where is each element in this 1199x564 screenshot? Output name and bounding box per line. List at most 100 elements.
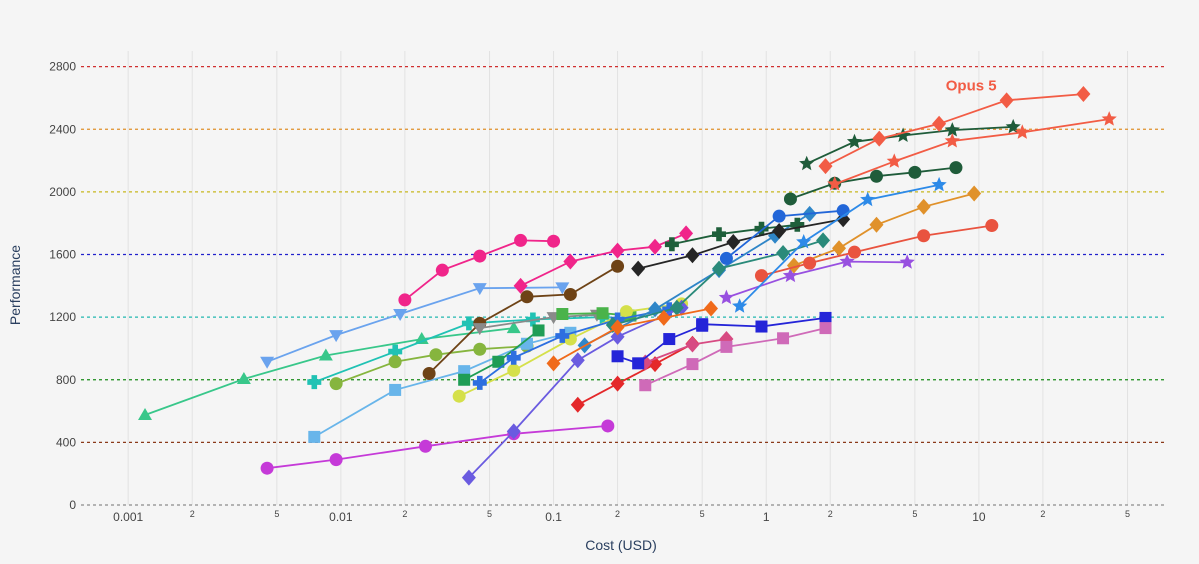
series-10	[458, 324, 545, 386]
data-point-circle	[547, 234, 561, 248]
data-point-diamond	[610, 328, 625, 345]
series-3	[260, 282, 570, 369]
x-tick-label: 5	[912, 509, 917, 519]
data-point-square	[755, 320, 768, 333]
data-point-cross	[754, 221, 769, 236]
x-tick-label: 0.1	[545, 510, 562, 524]
data-point-circle	[917, 229, 931, 243]
data-point-triangle-down	[472, 283, 487, 296]
data-point-circle	[908, 165, 922, 179]
data-point-diamond	[461, 469, 476, 486]
data-point-diamond	[786, 257, 801, 274]
data-point-diamond	[999, 92, 1014, 109]
data-point-square	[632, 357, 645, 370]
data-point-cross	[506, 350, 521, 365]
y-axis-title: Performance	[7, 245, 23, 325]
data-point-star	[718, 289, 734, 304]
x-tick-label: 2	[190, 509, 195, 519]
data-point-circle	[507, 363, 521, 377]
x-tick-label: 5	[700, 509, 705, 519]
series-19	[546, 300, 718, 372]
data-point-star	[846, 133, 863, 149]
data-point-diamond	[967, 185, 982, 202]
data-point-diamond	[932, 115, 947, 132]
x-gridlines	[127, 51, 1129, 505]
data-point-circle	[329, 377, 343, 391]
data-point-circle	[985, 219, 999, 233]
data-point-star	[799, 155, 815, 171]
data-point-diamond	[816, 232, 831, 249]
data-point-cross	[664, 237, 679, 252]
y-tick-label: 0	[69, 498, 76, 512]
data-point-circle	[473, 249, 487, 263]
data-point-diamond	[570, 396, 585, 413]
data-point-circle	[473, 342, 487, 356]
data-point-triangle-down	[472, 323, 487, 336]
data-point-square	[556, 308, 569, 321]
data-point-diamond	[506, 423, 521, 440]
series-12	[452, 297, 689, 403]
series-1	[260, 419, 615, 475]
series-2	[138, 321, 521, 420]
data-point-star	[1101, 111, 1117, 126]
data-point-square	[696, 318, 709, 331]
data-point-diamond	[869, 216, 884, 233]
data-point-circle	[847, 245, 861, 259]
series-8	[422, 259, 625, 380]
data-point-diamond	[610, 375, 625, 392]
data-point-circle	[452, 389, 466, 403]
series-34	[827, 111, 1117, 191]
data-point-cross	[712, 227, 726, 242]
data-point-diamond	[513, 277, 528, 294]
data-point-diamond	[631, 260, 646, 277]
data-point-circle	[719, 251, 733, 265]
data-point-star	[796, 234, 812, 249]
data-point-triangle-up	[138, 407, 153, 420]
data-point-diamond	[610, 319, 625, 336]
data-point-star	[944, 133, 960, 148]
data-point-star	[839, 253, 855, 268]
series-21	[696, 311, 832, 333]
data-point-diamond	[570, 352, 585, 369]
x-tick-label: 2	[1040, 509, 1045, 519]
x-tick-label: 2	[615, 509, 620, 519]
data-point-circle	[869, 169, 883, 183]
data-point-triangle-down	[555, 282, 570, 295]
data-point-diamond	[776, 244, 791, 261]
data-point-circle	[563, 287, 577, 301]
data-point-circle	[601, 419, 615, 433]
data-point-square	[611, 350, 624, 363]
data-point-triangle-up	[506, 321, 521, 334]
data-point-diamond	[916, 198, 931, 215]
data-point-cross	[461, 316, 476, 331]
data-point-star	[931, 176, 947, 192]
data-point-square	[596, 307, 609, 320]
x-tick-label: 5	[1125, 509, 1130, 519]
data-point-circle	[520, 290, 534, 304]
data-point-diamond	[563, 253, 578, 270]
series-30	[732, 176, 947, 313]
data-point-square	[532, 324, 545, 337]
data-point-diamond	[656, 309, 671, 326]
data-point-triangle-down	[329, 330, 344, 343]
data-point-circle	[611, 259, 625, 273]
data-point-circle	[398, 293, 412, 307]
data-point-square	[720, 340, 733, 353]
data-point-diamond	[1076, 86, 1091, 103]
data-point-diamond	[832, 240, 847, 257]
series-23	[718, 253, 915, 304]
data-point-diamond	[703, 300, 718, 317]
series-4	[398, 233, 561, 307]
data-point-circle	[422, 366, 436, 380]
series-line	[738, 184, 940, 307]
data-point-cross	[555, 328, 570, 343]
series-6	[329, 339, 534, 391]
data-point-square	[663, 333, 676, 346]
data-point-diamond	[685, 336, 700, 353]
x-tick-label: 2	[828, 509, 833, 519]
series-line	[617, 324, 703, 365]
data-point-cross	[307, 375, 322, 390]
data-point-star	[860, 191, 876, 207]
data-point-diamond	[610, 242, 625, 259]
